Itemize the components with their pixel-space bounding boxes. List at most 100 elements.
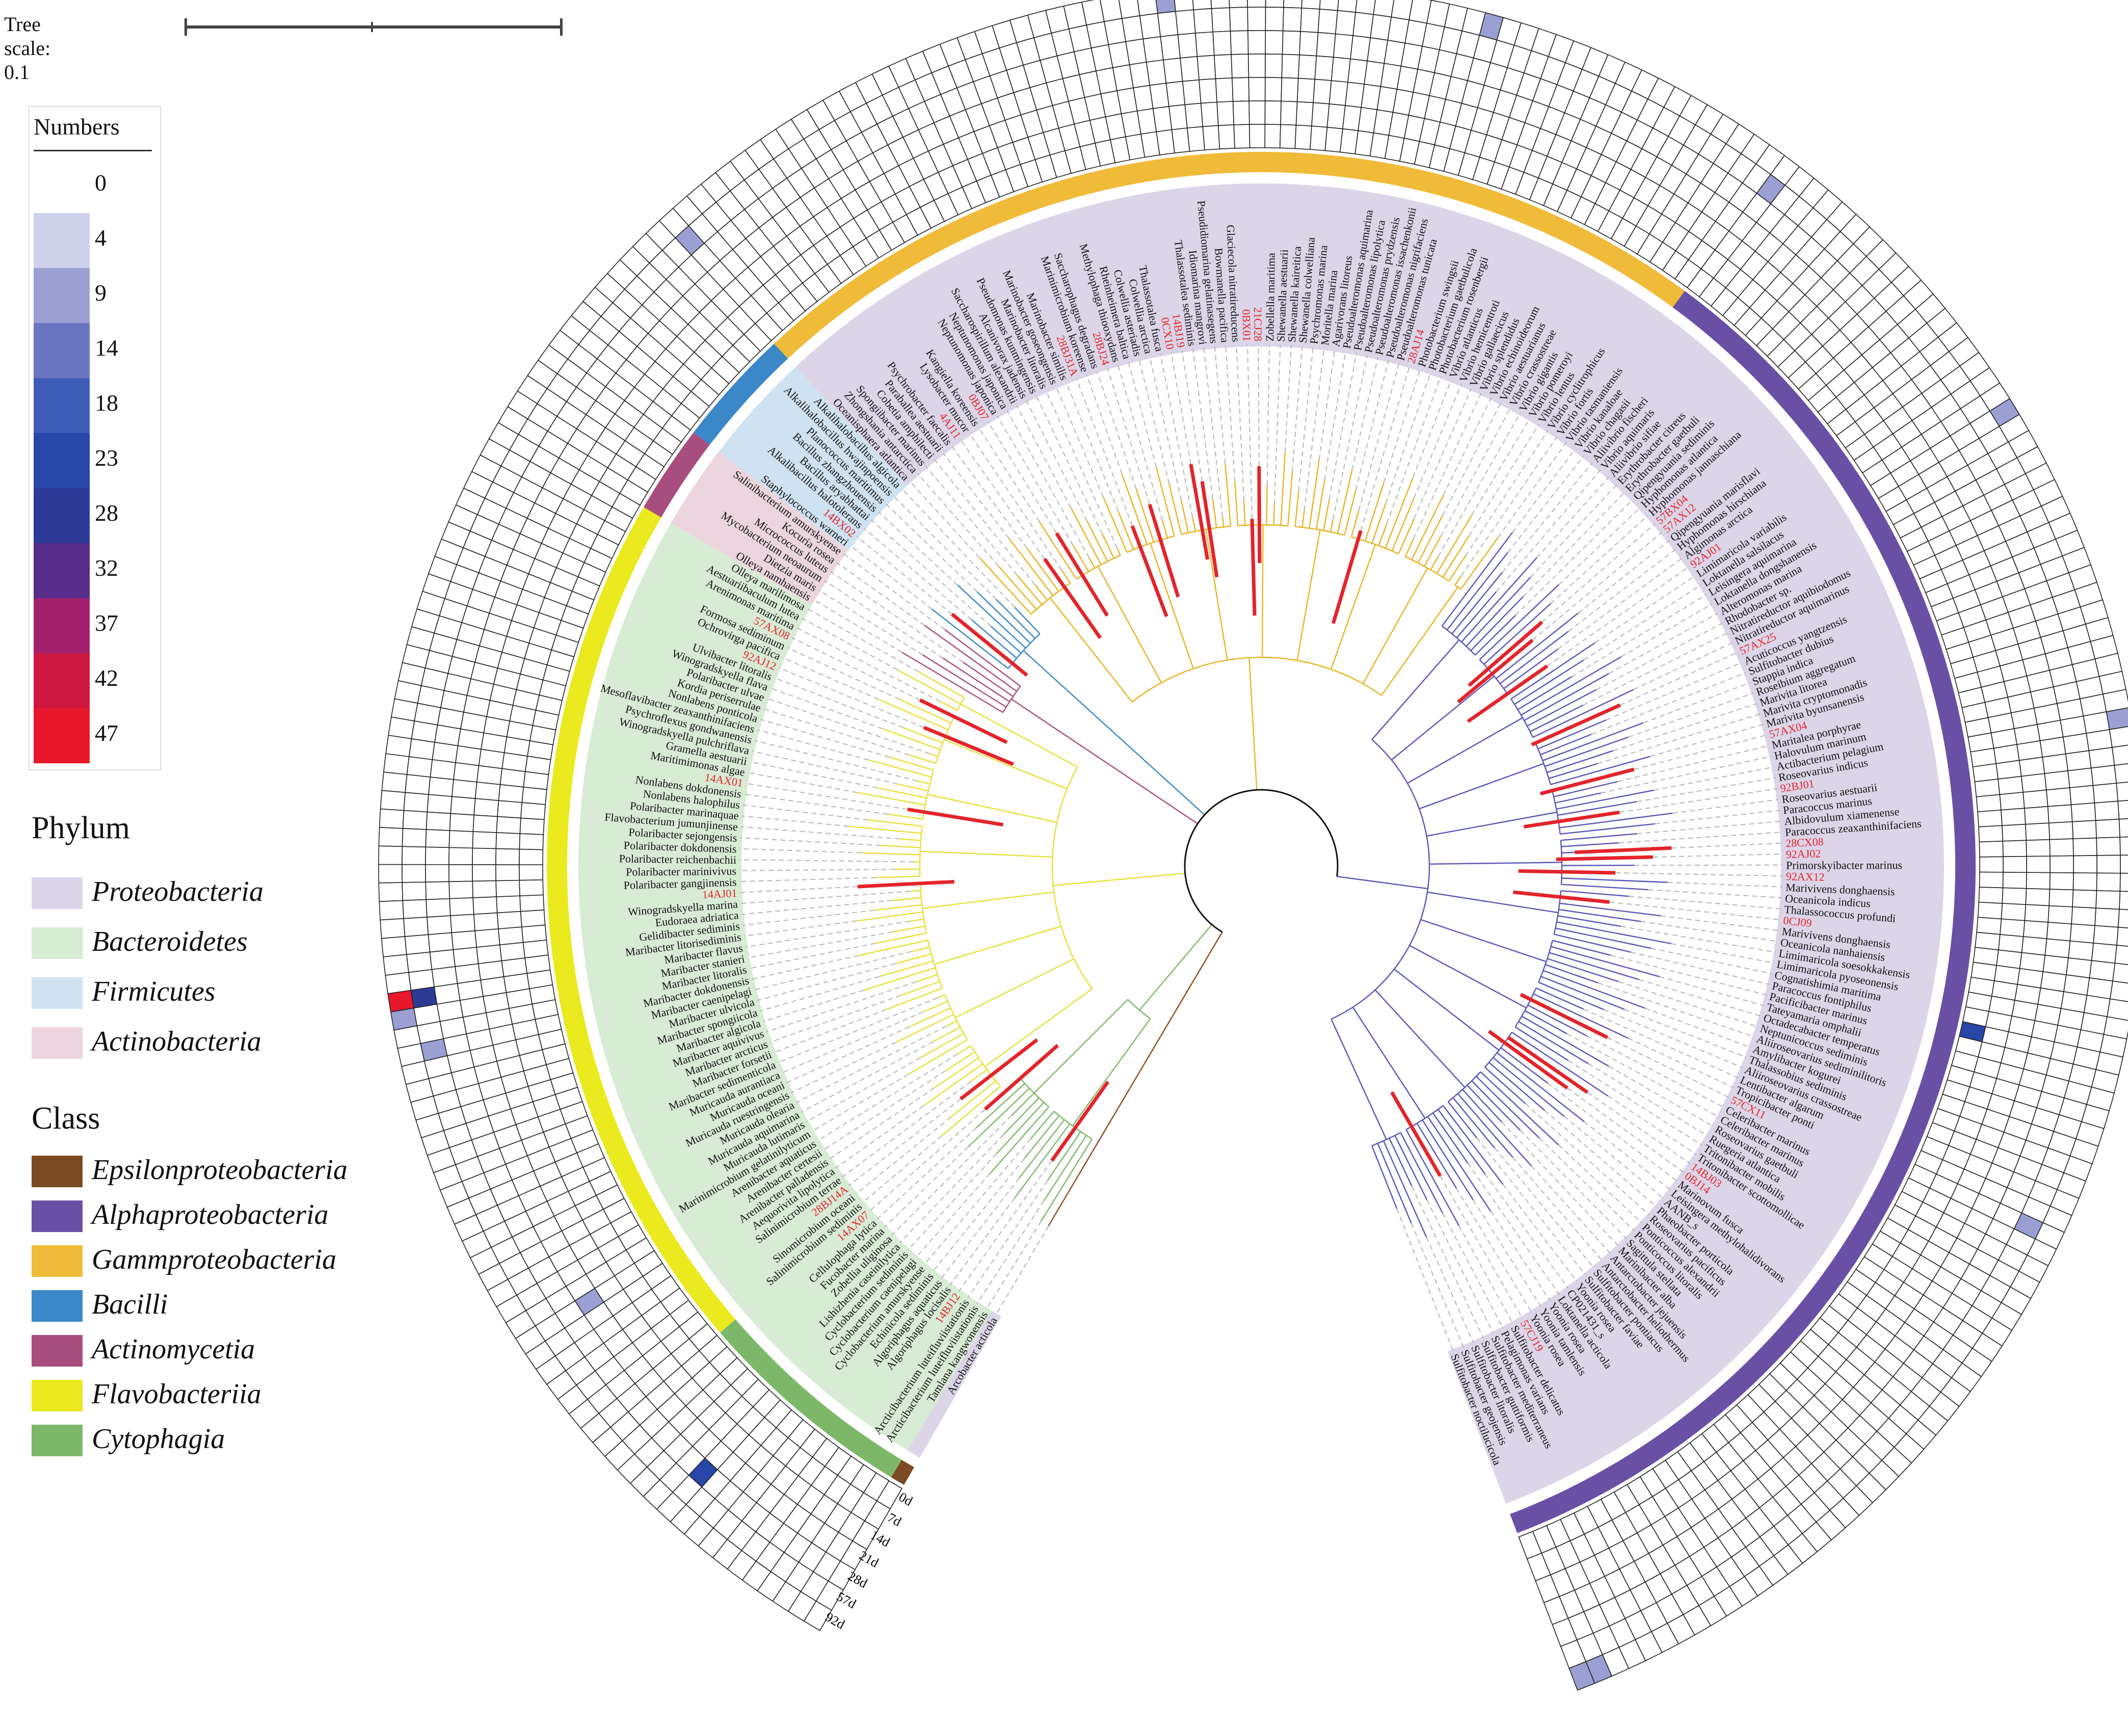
tree-branch	[1436, 515, 1473, 574]
heatmap-cell	[472, 880, 497, 898]
tree-branch	[1484, 1066, 1526, 1104]
isolate-branch	[1390, 1091, 1442, 1177]
heatmap-cell	[1299, 31, 1319, 57]
tree-branch	[1521, 1016, 1609, 1067]
heatmap-cell	[1247, 7, 1266, 32]
tree-branch	[1010, 698, 1122, 773]
tip-connector	[917, 473, 999, 567]
tip-connector	[1643, 682, 1750, 724]
tip-connector	[1618, 981, 1758, 1027]
tree-branch	[929, 753, 938, 757]
tip-connector	[986, 1221, 1042, 1310]
tree-branch	[1479, 584, 1559, 660]
tree-branch	[1535, 987, 1584, 1010]
tip-connector	[1456, 1188, 1532, 1313]
heatmap-cell	[1978, 887, 2004, 904]
heatmap-cell	[402, 882, 427, 901]
tree-branch	[1514, 659, 1584, 705]
tree-branch	[1329, 519, 1334, 532]
heatmap-cell	[2094, 907, 2120, 928]
heatmap-cell	[1184, 102, 1204, 129]
tip-connector	[958, 1160, 1052, 1292]
tree-branch	[976, 1083, 1025, 1129]
tree-branch	[1344, 490, 1356, 536]
isolate-branch	[1050, 1080, 1110, 1162]
tree-branch	[887, 813, 923, 820]
tip-connector	[1608, 612, 1718, 674]
heatmap-cell	[2096, 872, 2121, 892]
heatmap-cell	[1301, 0, 1321, 10]
tip-connector	[1171, 352, 1191, 465]
tip-connector	[1055, 386, 1104, 497]
tip-connector	[782, 1011, 924, 1074]
tree-branch	[1273, 504, 1275, 525]
isolate-branch	[1457, 638, 1534, 704]
tree-branch	[1427, 1116, 1492, 1212]
numbers-label: 28	[95, 500, 118, 526]
tip-connector	[841, 1081, 972, 1178]
tree-branch	[1470, 596, 1524, 651]
tip-connector	[818, 589, 923, 656]
tree-branch	[1430, 556, 1439, 570]
tip-connector	[1525, 1103, 1650, 1216]
class-swatch	[32, 1245, 83, 1277]
tip-connector	[877, 511, 958, 586]
heatmap-cell	[430, 759, 456, 780]
tip-connector	[941, 1178, 1020, 1279]
tree-branch	[1168, 484, 1182, 535]
tree-branch	[1417, 515, 1443, 564]
heatmap-cell	[1229, 0, 1248, 8]
heatmap-cell	[498, 784, 524, 803]
tree-branch	[889, 756, 934, 771]
tip-connector	[1468, 424, 1539, 537]
tree-branch	[1234, 482, 1239, 526]
tree-branch	[1554, 933, 1631, 953]
heatmap-cell	[2067, 940, 2094, 961]
tree-branch	[857, 792, 926, 806]
tree-branch	[1034, 584, 1048, 601]
tree-branch	[908, 1039, 968, 1075]
tree-branch	[1547, 750, 1614, 773]
heatmap-cell	[495, 832, 521, 850]
tip-connector	[1671, 943, 1774, 964]
tip-connector	[1512, 1157, 1603, 1262]
tree-branch	[1053, 872, 1185, 887]
tip-connector	[934, 459, 1035, 585]
tip-connector	[1496, 469, 1601, 593]
tree-branch	[1424, 536, 1442, 567]
tip-connector	[901, 488, 1016, 608]
tree-branch	[1556, 921, 1672, 945]
tree-branch	[1488, 1062, 1545, 1111]
tip-connector	[829, 1087, 935, 1160]
heatmap-cell	[2092, 783, 2119, 804]
class-label: Gammproteobacteria	[92, 1244, 337, 1275]
tree-branch	[923, 1063, 983, 1106]
tip-connector	[787, 647, 900, 700]
tree-branch	[1243, 500, 1246, 525]
heatmap-cell	[448, 880, 474, 899]
tip-connector	[1659, 976, 1765, 1006]
tree-branch	[1309, 459, 1320, 528]
tip-connector	[1502, 462, 1593, 573]
numbers-label: 42	[95, 665, 118, 691]
tip-connector	[1558, 507, 1641, 585]
tree-branch	[1385, 477, 1414, 549]
numbers-swatch	[34, 213, 90, 268]
tree-branch	[1471, 1080, 1521, 1131]
tree-branch	[1432, 1112, 1469, 1164]
tree-branch	[1049, 597, 1133, 703]
phylum-band	[744, 1205, 992, 1451]
heatmap-cell	[406, 951, 433, 973]
heatmap-cell	[1157, 11, 1179, 37]
tree-branch	[1107, 1010, 1177, 1126]
heatmap-cell	[1324, 126, 1343, 153]
tree-branch	[937, 994, 945, 999]
tree-branch	[877, 787, 927, 799]
tip-connector	[1583, 584, 1701, 661]
tip-connector	[1607, 1095, 1697, 1155]
heatmap-cell	[495, 848, 520, 865]
heatmap-cell	[474, 781, 501, 801]
heatmap-cell	[2049, 889, 2074, 907]
tree-branch	[984, 988, 1093, 1067]
tip-connector	[741, 815, 848, 827]
